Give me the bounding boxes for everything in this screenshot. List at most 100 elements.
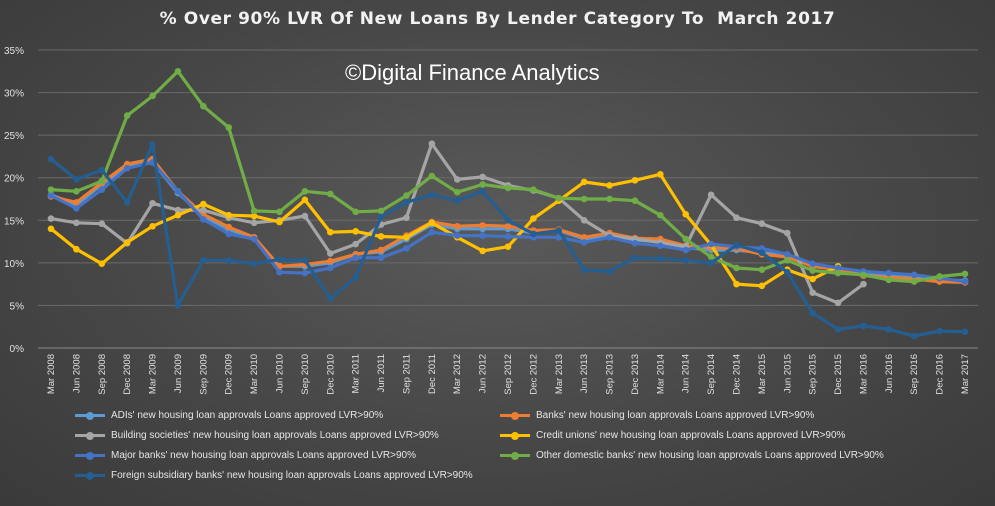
data-point xyxy=(301,188,309,195)
data-point xyxy=(860,280,867,288)
data-point xyxy=(580,195,588,203)
series-line-7 xyxy=(49,142,967,338)
x-tick-label: Sep 2014 xyxy=(706,354,717,395)
data-point xyxy=(225,211,233,219)
data-point xyxy=(936,273,943,280)
data-point xyxy=(606,234,613,241)
data-point xyxy=(631,254,639,262)
y-tick-label: 25% xyxy=(4,131,24,142)
x-tick-label: Mar 2008 xyxy=(46,354,57,394)
legend-label: Building societies' new housing loan app… xyxy=(111,430,439,441)
data-point xyxy=(377,246,385,254)
data-point xyxy=(504,243,512,250)
data-point xyxy=(453,188,461,196)
data-point xyxy=(123,199,131,206)
data-point xyxy=(733,264,740,272)
x-tick-label: Jun 2009 xyxy=(173,354,184,393)
data-point xyxy=(225,223,233,231)
data-point xyxy=(326,295,334,302)
data-point xyxy=(657,255,664,262)
data-point xyxy=(352,240,359,248)
data-point xyxy=(225,124,233,131)
x-tick-label: Sep 2015 xyxy=(808,354,819,395)
y-tick-label: 0% xyxy=(10,344,25,355)
data-point xyxy=(809,267,816,274)
data-point xyxy=(98,220,106,227)
x-tick-label: Dec 2013 xyxy=(630,354,641,395)
data-point xyxy=(276,218,283,226)
y-tick-label: 35% xyxy=(4,46,24,57)
legend-swatch xyxy=(75,471,105,480)
legend-item: ADIs' new housing loan approvals Loans a… xyxy=(75,410,383,421)
data-point xyxy=(809,289,816,296)
data-point xyxy=(428,228,436,236)
data-point xyxy=(200,216,207,223)
data-point xyxy=(479,181,486,188)
data-point xyxy=(936,327,943,335)
data-point xyxy=(453,176,461,183)
data-point xyxy=(250,212,258,220)
data-point xyxy=(326,264,334,272)
data-point xyxy=(809,260,816,268)
legend-label: ADIs' new housing loan approvals Loans a… xyxy=(111,410,384,421)
data-point xyxy=(682,211,690,218)
data-point xyxy=(606,182,613,189)
x-tick-label: Sep 2012 xyxy=(503,354,514,395)
x-tick-label: Jun 2008 xyxy=(71,354,82,393)
data-point xyxy=(580,239,588,246)
x-tick-label: Sep 2011 xyxy=(401,354,412,394)
data-point xyxy=(174,67,182,75)
data-point xyxy=(479,173,486,181)
x-tick-label: Mar 2009 xyxy=(148,354,159,394)
legend-item: Building societies' new housing loan app… xyxy=(75,430,439,441)
data-point xyxy=(174,188,182,195)
data-point xyxy=(530,186,537,193)
legend-swatch xyxy=(75,431,105,440)
data-point xyxy=(301,257,309,264)
y-tick-label: 20% xyxy=(4,174,24,185)
data-point xyxy=(783,251,791,258)
x-tick-label: Mar 2014 xyxy=(655,354,666,394)
data-point xyxy=(225,230,233,238)
x-tick-label: Jun 2016 xyxy=(884,354,895,393)
data-point xyxy=(174,211,182,219)
x-tick-label: Mar 2015 xyxy=(757,354,768,394)
x-tick-label: Sep 2016 xyxy=(909,354,920,395)
x-tick-label: Sep 2013 xyxy=(605,354,616,395)
data-point xyxy=(326,190,334,198)
legend-label: Foreign subsidiary banks' new housing lo… xyxy=(111,470,473,481)
data-point xyxy=(149,222,156,230)
data-point xyxy=(631,239,639,247)
data-point xyxy=(479,232,486,239)
data-point xyxy=(377,254,385,262)
data-point xyxy=(758,266,766,273)
data-point xyxy=(352,228,359,235)
data-point xyxy=(961,270,969,278)
legend-item: Credit unions' new housing loan approval… xyxy=(500,430,845,441)
data-point xyxy=(352,274,359,281)
data-point xyxy=(377,213,385,221)
x-tick-label: Sep 2010 xyxy=(300,354,311,395)
data-point xyxy=(250,219,258,227)
data-point xyxy=(123,239,131,246)
data-point xyxy=(885,325,893,333)
data-point xyxy=(73,176,80,183)
data-point xyxy=(250,260,258,268)
data-point xyxy=(682,246,690,254)
data-point xyxy=(149,199,156,207)
x-tick-label: Dec 2010 xyxy=(325,354,336,395)
data-point xyxy=(174,206,182,214)
data-point xyxy=(200,200,207,208)
data-point xyxy=(555,227,563,234)
x-tick-label: Mar 2011 xyxy=(351,354,362,393)
x-tick-label: Mar 2012 xyxy=(452,354,463,394)
legend-swatch xyxy=(500,431,530,440)
x-tick-label: Jun 2013 xyxy=(579,354,590,393)
data-point xyxy=(961,328,969,336)
data-point xyxy=(961,278,969,285)
legend-item: Banks' new housing loan approvals Loans … xyxy=(500,410,814,421)
data-point xyxy=(326,257,334,265)
data-point xyxy=(580,234,588,241)
y-tick-label: 10% xyxy=(4,259,24,270)
